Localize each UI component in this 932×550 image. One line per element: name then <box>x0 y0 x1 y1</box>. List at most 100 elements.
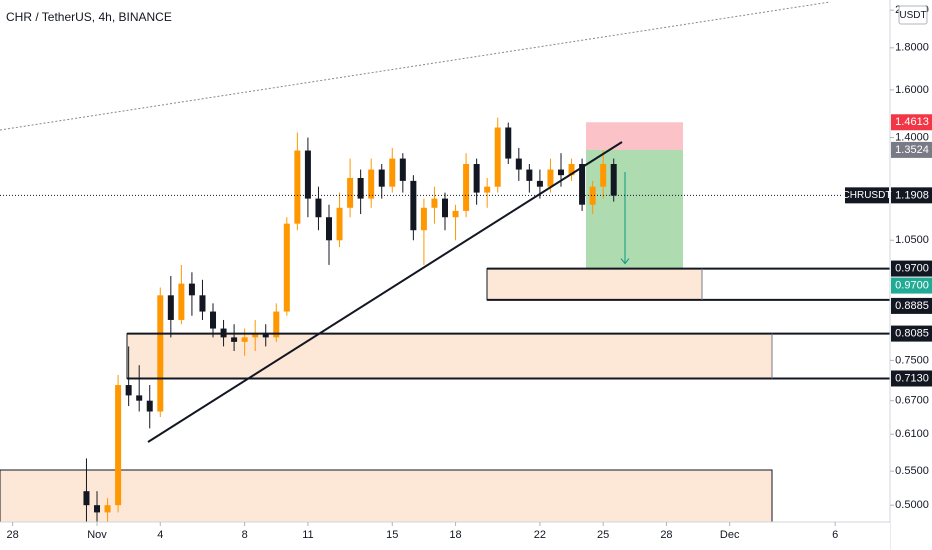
target-price-label: 0.9700 <box>895 279 929 291</box>
candle-body <box>104 505 111 513</box>
stop-price-label: 1.4613 <box>895 116 929 128</box>
zone-price-label: 0.7130 <box>895 372 929 384</box>
candle-body <box>568 164 575 176</box>
x-tick-label: 11 <box>302 529 313 541</box>
zone-price-label-bg <box>891 260 932 277</box>
candle-body <box>600 164 607 187</box>
candle-body <box>94 505 101 513</box>
candle-body <box>547 169 554 187</box>
x-tick-label: 15 <box>386 529 398 541</box>
candle-body <box>241 337 248 342</box>
unit-box <box>898 5 928 25</box>
candle-body <box>442 198 448 218</box>
symbol-label-bg <box>845 187 889 204</box>
candle-body <box>536 180 543 187</box>
last-price-label: 1.1908 <box>895 189 929 201</box>
trend-line <box>147 141 623 443</box>
candle-body <box>399 158 406 181</box>
demand-zone-bottom <box>0 469 773 523</box>
candle-body <box>579 164 586 205</box>
candle-body <box>473 164 480 193</box>
last-price-label-bg <box>891 187 932 204</box>
x-tick-label: 8 <box>242 529 248 541</box>
candle-body <box>336 207 343 241</box>
y-tick-label: 0.7500 <box>895 354 929 366</box>
time-axis <box>0 522 890 550</box>
candle-body <box>452 210 459 218</box>
candle-body <box>188 283 195 296</box>
candle-body <box>410 180 417 231</box>
y-tick-label: 1.6000 <box>895 84 929 96</box>
overlay-layer <box>0 172 890 380</box>
candle-body <box>589 186 596 205</box>
entry-price-label: 1.3524 <box>895 144 929 156</box>
candle-body <box>515 158 522 170</box>
x-tick-label: 6 <box>832 529 838 541</box>
x-tick-label: Dec <box>720 529 740 541</box>
candle-body <box>420 207 427 231</box>
candle-body <box>283 223 290 312</box>
candle-body <box>315 198 322 218</box>
y-tick-label: 1.0500 <box>895 234 929 246</box>
zone-price-label: 0.8885 <box>895 300 929 312</box>
x-tick-label: 25 <box>597 529 609 541</box>
x-tick-label: 22 <box>534 529 546 541</box>
y-tick-label: 0.5000 <box>895 499 929 511</box>
candle-body <box>484 186 491 193</box>
zone-price-label-bg <box>891 370 932 387</box>
supply-demand-zone <box>486 268 703 301</box>
candle-body <box>526 169 533 181</box>
stop-zone <box>586 122 683 150</box>
chart-title: CHR / TetherUS, 4h, BINANCE <box>6 10 172 24</box>
candle-body <box>125 385 132 396</box>
y-tick-label: 1.4000 <box>895 131 929 143</box>
candle-body <box>115 385 122 506</box>
projection-arrowhead <box>620 258 630 265</box>
x-tick-label: 28 <box>660 529 672 541</box>
zone-price-label: 0.8085 <box>895 328 929 340</box>
zone-price-label-bg <box>891 325 932 342</box>
candle-body <box>294 150 301 224</box>
y-tick-label: 0.6100 <box>895 428 929 440</box>
candle-body <box>146 400 153 412</box>
x-tick-label: 28 <box>7 529 19 541</box>
candle-body <box>463 164 470 211</box>
candle-body <box>199 295 206 312</box>
y-tick-label: 0.6700 <box>895 395 929 407</box>
candle-body <box>273 311 280 338</box>
candle-body <box>347 178 354 208</box>
candle-body <box>252 332 259 338</box>
candle-body <box>494 127 501 187</box>
candle-body <box>378 169 385 187</box>
candles-layer <box>83 117 617 528</box>
candle-body <box>505 127 512 159</box>
candle-body <box>167 295 174 320</box>
candle-body <box>231 337 238 342</box>
candle-body <box>83 491 90 506</box>
x-tick-label: 18 <box>449 529 461 541</box>
candle-body <box>610 164 617 196</box>
zone-price-label: 0.9700 <box>895 262 929 274</box>
target-price-label-bg <box>891 277 932 294</box>
unit-label: USDT <box>899 10 926 21</box>
candle-body <box>304 150 311 199</box>
candle-body <box>157 295 164 412</box>
zone-price-label-bg <box>891 297 932 314</box>
candle-body <box>431 198 438 208</box>
candle-body <box>368 169 375 199</box>
x-tick-label: 4 <box>157 529 163 541</box>
entry-price-label-bg <box>891 141 932 158</box>
y-tick-label: 0.5500 <box>895 465 929 477</box>
y-tick-label: 1.8000 <box>895 42 929 54</box>
candle-body <box>357 178 364 199</box>
candle-body <box>178 283 185 320</box>
candle-body <box>136 395 143 401</box>
candle-body <box>389 158 396 187</box>
candle-body <box>326 217 333 241</box>
x-tick-label: Nov <box>87 529 107 541</box>
symbol-label: CHRUSDT <box>843 190 892 201</box>
candle-body <box>262 332 269 338</box>
candle-body <box>557 169 564 176</box>
